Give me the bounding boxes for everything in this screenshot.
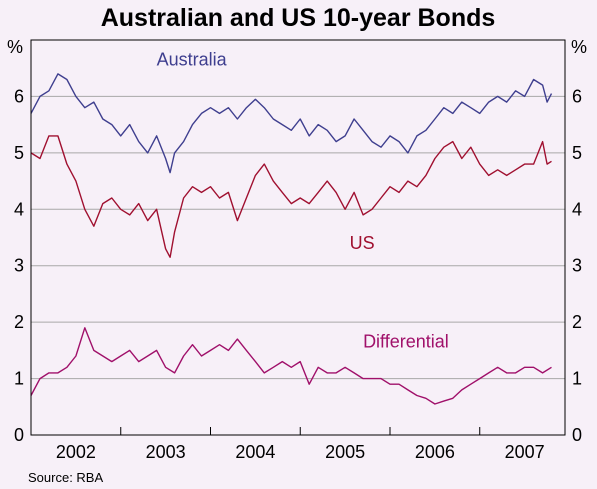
- y-tick-label-left: 5: [14, 143, 24, 163]
- y-tick-label-right: 2: [572, 312, 582, 332]
- series-label-us: US: [350, 233, 375, 253]
- y-unit-left: %: [7, 37, 23, 57]
- x-tick-label: 2007: [505, 442, 545, 462]
- x-tick-label: 2005: [325, 442, 365, 462]
- plot-area: Australia US Differential: [30, 40, 565, 435]
- y-tick-label-left: 0: [14, 425, 24, 445]
- y-tick-label-right: 0: [572, 425, 582, 445]
- y-tick-label-right: 1: [572, 369, 582, 389]
- y-tick-label-right: 6: [572, 86, 582, 106]
- series-label-differential: Differential: [363, 332, 449, 352]
- x-tick-label: 2004: [235, 442, 275, 462]
- series-line-australia: [30, 73, 553, 174]
- series-line-us: [30, 135, 552, 258]
- y-unit-right: %: [571, 37, 587, 57]
- plot-frame: [30, 39, 566, 436]
- y-tick-label-right: 3: [572, 256, 582, 276]
- y-tick-label-left: 2: [14, 312, 24, 332]
- axes: 0 0 1 1 2 2 3 3 4 4 5 5 6 6 2002 2003 2004 2005 2006 2007: [14, 39, 582, 462]
- y-tick-label-left: 6: [14, 86, 24, 106]
- y-tick-label-left: 3: [14, 256, 24, 276]
- series-label-australia: Australia: [157, 49, 228, 69]
- chart-title: Australian and US 10-year Bonds: [101, 4, 496, 32]
- source-note: Source: RBA: [28, 470, 103, 485]
- y-tick-label-left: 4: [14, 199, 24, 219]
- x-tick-label: 2002: [56, 442, 96, 462]
- x-tick-label: 2003: [146, 442, 186, 462]
- y-tick-label-left: 1: [14, 369, 24, 389]
- y-tick-label-right: 5: [572, 143, 582, 163]
- x-tick-label: 2006: [415, 442, 455, 462]
- plot-background: [31, 40, 565, 435]
- y-tick-label-right: 4: [572, 199, 582, 219]
- series-line-differential: [30, 327, 552, 405]
